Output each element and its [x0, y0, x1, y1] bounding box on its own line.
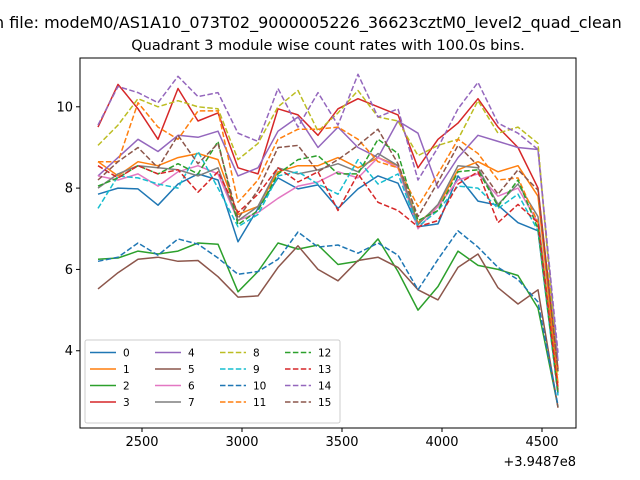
x-tick-label: 4500 [525, 435, 558, 450]
legend-label-3: 3 [123, 397, 130, 409]
series-line-2 [97, 238, 559, 408]
y-tick-label: 4 [65, 344, 73, 359]
x-axis-offset-label: +3.9487e8 [503, 455, 576, 470]
legend-label-6: 6 [188, 381, 195, 393]
legend-label-8: 8 [253, 348, 260, 360]
series-line-5 [97, 245, 559, 408]
series-line-14 [97, 73, 559, 353]
chart-title: Quadrant 3 module wise count rates with … [131, 38, 525, 54]
legend-label-1: 1 [123, 364, 130, 376]
series-line-4 [97, 116, 559, 361]
legend-label-10: 10 [253, 381, 266, 393]
series-line-1 [97, 152, 559, 384]
legend-label-12: 12 [318, 348, 331, 360]
plot-frame [79, 57, 577, 429]
y-tick-label: 10 [56, 100, 73, 115]
legend-label-4: 4 [188, 348, 195, 360]
series-line-12 [97, 138, 559, 394]
x-tick-label: 2500 [125, 435, 158, 450]
legend-label-5: 5 [188, 364, 195, 376]
series-line-13 [97, 164, 559, 390]
series-line-15 [97, 128, 559, 372]
y-tick-label: 6 [65, 263, 73, 278]
legend-label-14: 14 [318, 381, 332, 393]
series-line-10 [97, 230, 559, 406]
x-tick-label: 4000 [425, 435, 458, 450]
series-line-9 [97, 150, 559, 396]
legend-label-0: 0 [123, 348, 130, 360]
legend-label-2: 2 [123, 381, 130, 393]
series-line-11 [98, 101, 559, 388]
series-lines [97, 73, 559, 408]
series-line-8 [97, 89, 559, 376]
figure-suptitle: n file: modeM0/AS1A10_073T02_9000005226_… [0, 13, 622, 33]
legend-label-13: 13 [318, 364, 331, 376]
x-tick-label: 3000 [225, 435, 258, 450]
legend-label-15: 15 [318, 397, 331, 409]
y-tick-label: 8 [65, 182, 73, 197]
series-line-7 [97, 152, 559, 392]
legend-label-9: 9 [253, 364, 260, 376]
x-tick-label: 3500 [325, 435, 358, 450]
y-axis: 4 6 8 10 [56, 100, 80, 359]
legend-label-7: 7 [188, 397, 195, 409]
legend-label-11: 11 [253, 397, 266, 409]
legend-box [84, 339, 341, 424]
series-line-6 [97, 156, 559, 390]
x-axis: 2500 3000 3500 4000 4500 [125, 428, 559, 450]
